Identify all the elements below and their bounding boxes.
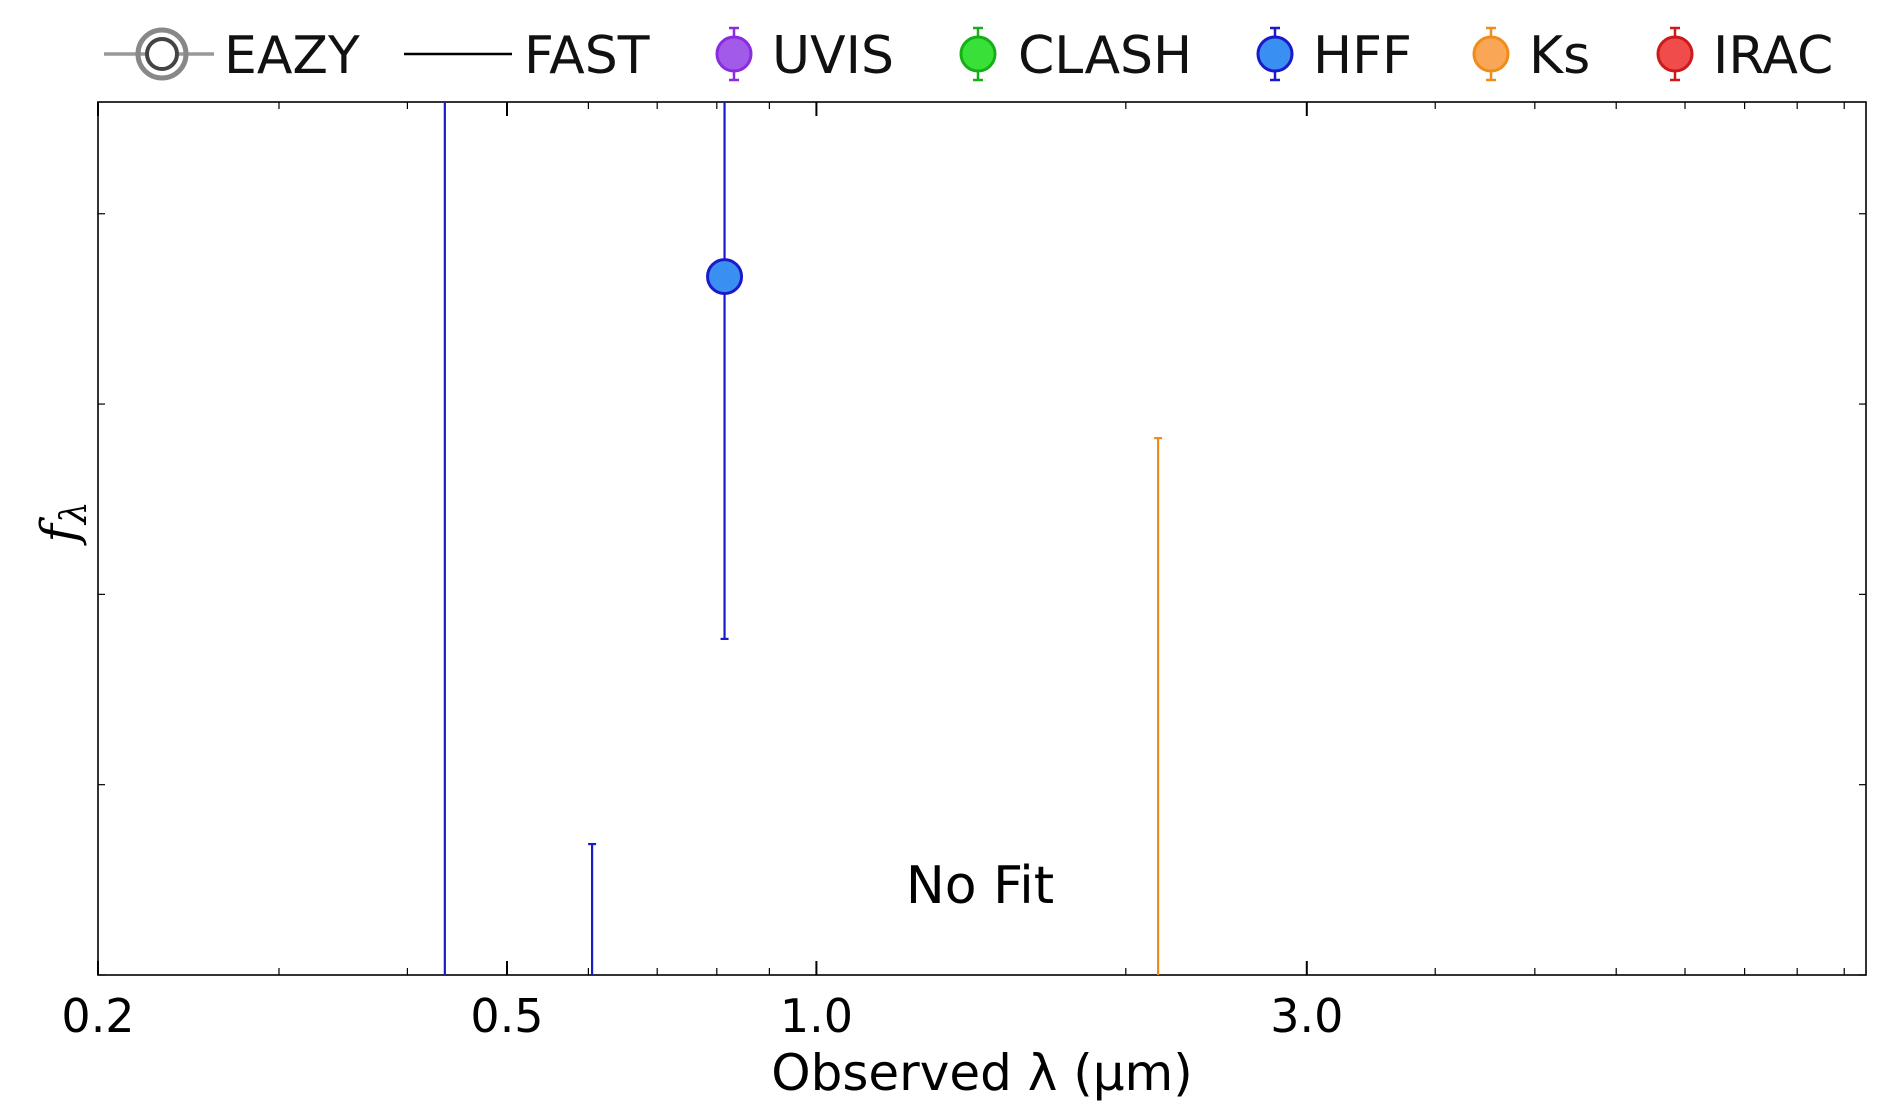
- x-axis-label: Observed λ (μm): [771, 1044, 1192, 1102]
- legend-label-ks: Ks: [1529, 26, 1590, 86]
- legend-label-hff: HFF: [1313, 26, 1412, 86]
- legend: EAZY FAST UVIS CLASH HFF Ks IRAC: [104, 26, 1833, 86]
- legend-entry-ks: Ks: [1472, 26, 1590, 86]
- legend-eazy-outer-ring: [135, 27, 189, 81]
- no-fit-annotation: No Fit: [906, 856, 1054, 916]
- legend-label-eazy: EAZY: [224, 26, 360, 86]
- legend-hff-marker: [1256, 35, 1294, 73]
- legend-entry-irac: IRAC: [1656, 26, 1833, 86]
- legend-entry-uvis: UVIS: [715, 26, 894, 86]
- x-tick-labels: 0.2 0.5 1.0 3.0: [61, 989, 1343, 1043]
- legend-entry-eazy: EAZY: [104, 26, 360, 86]
- legend-label-fast: FAST: [524, 26, 650, 86]
- legend-label-uvis: UVIS: [772, 26, 894, 86]
- legend-entry-clash: CLASH: [959, 26, 1192, 86]
- x-tick-label: 0.5: [470, 989, 543, 1043]
- x-tick-label: 0.2: [61, 989, 134, 1043]
- legend-entry-fast: FAST: [404, 26, 650, 86]
- plot-frame: [97, 101, 1867, 976]
- x-tick-label: 3.0: [1270, 989, 1343, 1043]
- hff-data-point: [706, 258, 744, 296]
- legend-irac-marker: [1656, 35, 1694, 73]
- legend-label-clash: CLASH: [1018, 26, 1192, 86]
- axis-ticks: [97, 102, 1866, 976]
- legend-entry-hff: HFF: [1256, 26, 1412, 86]
- legend-eazy-inner-ring: [145, 37, 179, 71]
- data-marks: [443, 102, 1163, 975]
- legend-uvis-marker: [715, 35, 753, 73]
- legend-label-irac: IRAC: [1713, 26, 1833, 86]
- y-axis-label-subscript: λ: [54, 501, 95, 526]
- x-tick-label: 1.0: [780, 989, 853, 1043]
- legend-clash-marker: [959, 35, 997, 73]
- legend-ks-marker: [1472, 35, 1510, 73]
